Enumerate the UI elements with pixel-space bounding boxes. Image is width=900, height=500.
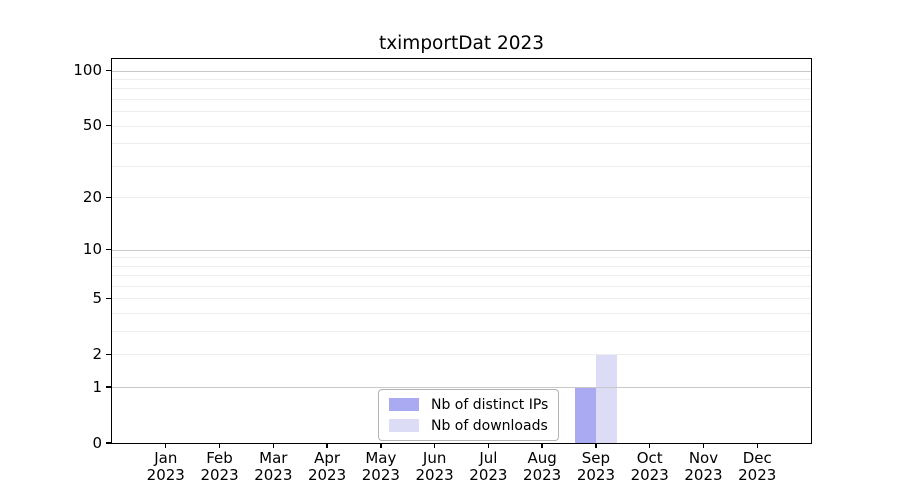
x-tick-label: Mar 2023 xyxy=(254,449,293,484)
gridline-minor xyxy=(112,298,811,300)
gridline-minor xyxy=(112,265,811,267)
legend-label-downloads: Nb of downloads xyxy=(431,417,548,434)
legend-swatch-distinct-ips xyxy=(389,398,419,411)
bar-nb-of-distinct-ips-sep xyxy=(574,387,596,443)
gridline-minor xyxy=(112,275,811,277)
y-tick xyxy=(106,196,112,199)
x-tick xyxy=(702,443,705,448)
y-tick-label: 100 xyxy=(73,61,102,80)
gridline-major xyxy=(112,249,811,251)
y-tick xyxy=(106,386,112,388)
plot-area xyxy=(111,58,812,444)
legend-swatch-downloads xyxy=(389,419,419,432)
gridline-major xyxy=(112,387,811,389)
legend-row: Nb of downloads xyxy=(389,417,548,434)
bar-nb-of-downloads-sep xyxy=(595,354,617,443)
x-tick xyxy=(648,443,651,448)
gridline-minor xyxy=(112,88,811,90)
y-tick-label: 0 xyxy=(92,433,102,452)
x-tick-label: Jun 2023 xyxy=(415,449,454,484)
x-tick xyxy=(541,443,543,448)
x-tick-label: Jan 2023 xyxy=(146,449,185,484)
y-tick-label: 10 xyxy=(82,240,102,258)
x-tick-label: Nov 2023 xyxy=(684,449,723,484)
gridline-minor xyxy=(112,143,811,145)
gridline-minor xyxy=(112,285,811,287)
gridline-minor xyxy=(112,111,811,113)
x-tick xyxy=(487,443,490,448)
x-tick-label: Jul 2023 xyxy=(469,449,508,484)
gridline-minor xyxy=(112,354,811,356)
x-tick-label: Apr 2023 xyxy=(307,449,347,484)
gridline-minor xyxy=(112,79,811,80)
gridline-major xyxy=(112,70,811,72)
chart-title: tximportDat 2023 xyxy=(378,33,545,54)
x-tick-label: Oct 2023 xyxy=(630,449,669,484)
gridline-minor xyxy=(112,313,811,315)
y-tick xyxy=(106,442,112,444)
gridline-minor xyxy=(112,331,811,333)
x-tick xyxy=(326,443,328,448)
x-tick-label: Feb 2023 xyxy=(200,449,239,484)
gridline-minor xyxy=(112,257,811,259)
x-tick xyxy=(380,443,382,448)
x-tick xyxy=(595,443,597,448)
x-tick-label: Aug 2023 xyxy=(523,449,562,484)
x-tick-label: May 2023 xyxy=(361,449,400,484)
x-tick xyxy=(756,443,758,448)
legend-label-distinct-ips: Nb of distinct IPs xyxy=(431,396,549,413)
gridline-minor xyxy=(112,165,811,167)
gridline-minor xyxy=(112,99,811,101)
x-tick xyxy=(218,443,221,448)
x-tick-label: Dec 2023 xyxy=(738,449,777,484)
x-tick xyxy=(165,443,167,448)
x-tick-label: Sep 2023 xyxy=(576,449,616,484)
legend-row: Nb of distinct IPs xyxy=(389,396,548,413)
y-tick xyxy=(106,69,112,72)
x-tick xyxy=(433,443,436,448)
y-tick-label: 20 xyxy=(82,187,102,206)
y-tick-label: 5 xyxy=(92,288,102,307)
gridline-minor xyxy=(112,125,811,127)
legend: Nb of distinct IPs Nb of downloads xyxy=(378,389,560,441)
y-tick xyxy=(106,353,112,356)
gridline-minor xyxy=(112,197,811,199)
y-tick xyxy=(106,297,112,300)
y-tick xyxy=(106,248,112,251)
y-tick-label: 1 xyxy=(92,377,102,396)
x-tick xyxy=(272,443,274,448)
y-tick xyxy=(106,125,112,127)
y-tick-label: 50 xyxy=(82,116,102,135)
y-tick-label: 2 xyxy=(92,344,102,363)
